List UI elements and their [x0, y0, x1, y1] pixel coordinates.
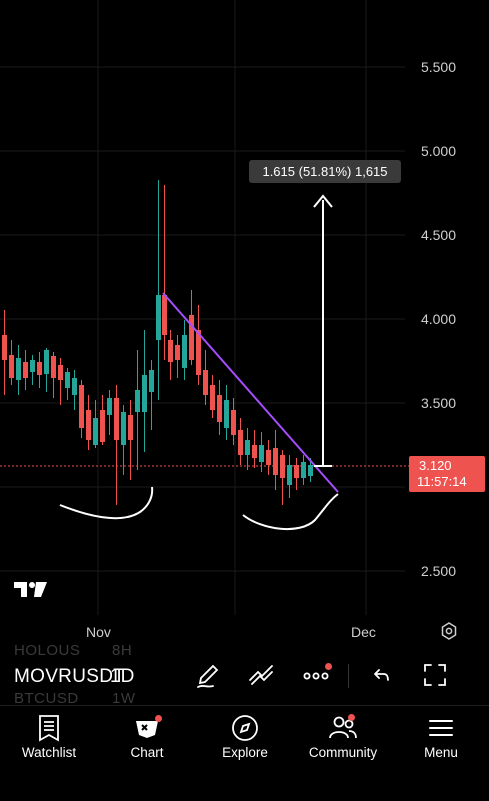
candle-body	[79, 385, 84, 428]
candle-body	[196, 330, 201, 375]
candle-body	[266, 450, 271, 465]
tab-label: Explore	[222, 745, 268, 760]
candle-body	[9, 355, 14, 378]
ghost-interval: 8H	[112, 642, 133, 659]
candle-body	[58, 365, 63, 380]
pen-icon[interactable]	[193, 660, 223, 690]
ghost-symbol: BTCUSD	[14, 690, 79, 707]
tab-explore[interactable]: Explore	[196, 706, 294, 801]
candle-body	[72, 378, 77, 395]
draw-tools-icon[interactable]	[246, 660, 276, 690]
candle-body	[16, 358, 21, 380]
candle-body	[107, 398, 112, 415]
tab-watchlist[interactable]: Watchlist	[0, 706, 98, 801]
price-tick: 4.500	[420, 227, 456, 243]
community-icon	[329, 716, 357, 739]
grid	[0, 0, 405, 615]
candle-body	[273, 448, 278, 475]
candle-body	[142, 375, 147, 412]
more-icon[interactable]	[301, 660, 332, 690]
candlestick-chart[interactable]	[0, 0, 489, 645]
candle-body	[93, 418, 98, 445]
candle-body	[224, 400, 229, 428]
candle-body	[175, 345, 180, 360]
tab-menu[interactable]: Menu	[392, 706, 489, 801]
candle-body	[44, 350, 49, 374]
candles	[2, 180, 313, 505]
price-tick: 3.500	[420, 395, 456, 411]
annotation-curves	[59, 486, 339, 531]
tab-label: Menu	[424, 745, 458, 760]
price-tick: 2.500	[420, 563, 456, 579]
notification-dot	[348, 714, 355, 721]
candle-body	[100, 410, 105, 442]
candle-body	[203, 370, 208, 395]
chart-toolbar: HOLOUS BTCUSD 8H 1W	[0, 642, 489, 707]
price-tick: 4.000	[420, 311, 456, 327]
candle-body	[259, 445, 264, 462]
tab-chart[interactable]: Chart	[98, 706, 196, 801]
tab-label: Chart	[130, 745, 164, 760]
candle-body	[65, 372, 70, 388]
date-tick: Dec	[351, 624, 376, 640]
measure-arrow[interactable]	[313, 194, 333, 467]
tab-community[interactable]: Community	[294, 706, 392, 801]
toolbar-divider	[348, 664, 349, 688]
candle-body	[162, 295, 167, 335]
candle-body	[182, 335, 187, 368]
candle-body	[37, 362, 42, 375]
candle-body	[245, 440, 250, 455]
current-price-value: 3.120	[419, 458, 452, 473]
fullscreen-icon[interactable]	[420, 660, 450, 690]
chart-settings-icon[interactable]	[440, 622, 458, 645]
chart-area[interactable]: 5.500 5.000 4.500 4.000 3.500 2.500 Nov …	[0, 0, 489, 645]
candle-body	[114, 398, 119, 440]
candle-body	[2, 335, 7, 360]
candle-body	[128, 415, 133, 440]
candle-body	[51, 356, 56, 378]
notification-dot	[325, 663, 332, 670]
tab-label: Watchlist	[21, 745, 77, 760]
candle-body	[189, 315, 194, 360]
candle-body	[210, 385, 215, 410]
undo-icon[interactable]	[366, 660, 396, 690]
candle-body	[301, 462, 306, 478]
tradingview-logo-icon	[14, 580, 48, 603]
candle-body	[86, 410, 91, 440]
candle-body	[238, 430, 243, 455]
candle-body	[252, 445, 257, 458]
candle-body	[308, 465, 313, 476]
price-tick: 5.000	[420, 143, 456, 159]
candle-body	[156, 295, 161, 340]
candle-body	[280, 455, 285, 478]
ghost-interval: 1W	[112, 690, 136, 707]
compass-icon	[232, 715, 258, 741]
price-tick: 5.500	[420, 59, 456, 75]
date-tick: Nov	[86, 624, 111, 640]
candle-body	[294, 465, 299, 478]
candle-body	[168, 340, 173, 362]
symbol-selector[interactable]: MOVRUSDT	[14, 666, 126, 687]
candle-body	[231, 410, 236, 435]
menu-icon	[429, 720, 453, 736]
watchlist-icon	[39, 715, 59, 742]
candle-body	[217, 395, 222, 422]
tab-label: Community	[308, 745, 378, 760]
candle-body	[23, 362, 28, 378]
bottom-tab-bar: Watchlist Chart Explore Community Menu	[0, 705, 489, 801]
notification-dot	[155, 715, 162, 722]
measure-label: 1.615 (51.81%) 1,615	[249, 160, 401, 183]
candle-body	[30, 360, 35, 372]
bar-countdown: 11:57:14	[417, 474, 467, 489]
trendline[interactable]	[162, 292, 339, 493]
candle-body	[149, 370, 154, 392]
candle-body	[135, 390, 140, 412]
chart-icon	[136, 721, 158, 738]
candle-body	[287, 465, 292, 485]
candle-body	[121, 412, 126, 445]
interval-selector[interactable]: 1D	[110, 666, 135, 687]
current-price-badge: 3.120 11:57:14	[409, 456, 485, 492]
ghost-symbol: HOLOUS	[14, 642, 81, 659]
